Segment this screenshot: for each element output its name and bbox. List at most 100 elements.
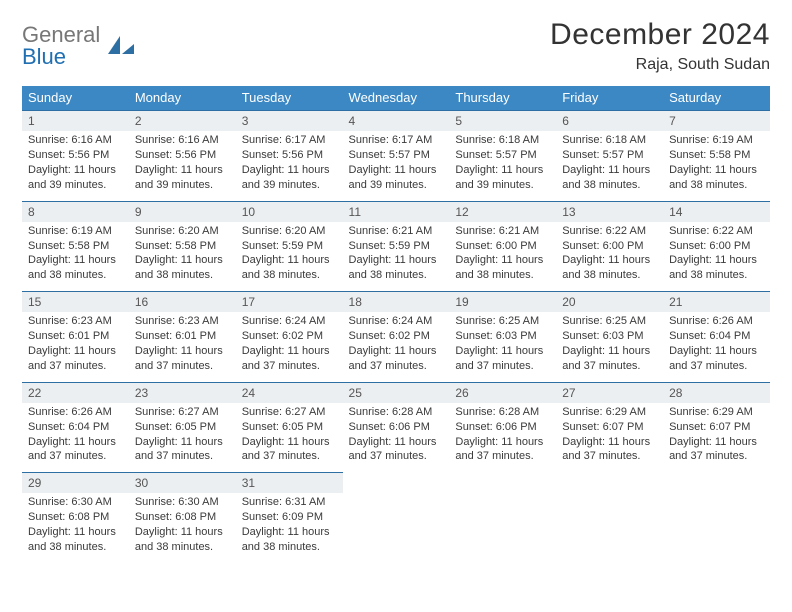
sunrise-line: Sunrise: 6:29 AM	[669, 405, 764, 420]
daylight-line1: Daylight: 11 hours	[135, 435, 230, 450]
day-number-cell: 16	[129, 291, 236, 312]
empty-cell	[343, 493, 450, 562]
day-number-cell: 12	[449, 201, 556, 222]
day-number: 25	[343, 382, 450, 403]
day-number: 28	[663, 382, 770, 403]
daylight-line2: and 38 minutes.	[242, 268, 337, 283]
day-number-cell: 17	[236, 291, 343, 312]
empty-cell	[663, 472, 770, 493]
day-number: 18	[343, 291, 450, 312]
detail-row: Sunrise: 6:26 AMSunset: 6:04 PMDaylight:…	[22, 403, 770, 472]
day-detail-cell: Sunrise: 6:23 AMSunset: 6:01 PMDaylight:…	[129, 312, 236, 381]
day-number: 17	[236, 291, 343, 312]
daylight-line2: and 39 minutes.	[455, 178, 550, 193]
sunset-line: Sunset: 5:57 PM	[455, 148, 550, 163]
daylight-line2: and 38 minutes.	[455, 268, 550, 283]
sunset-line: Sunset: 6:02 PM	[349, 329, 444, 344]
day-detail-cell: Sunrise: 6:27 AMSunset: 6:05 PMDaylight:…	[236, 403, 343, 472]
daylight-line2: and 38 minutes.	[135, 268, 230, 283]
day-number-cell: 29	[22, 472, 129, 493]
day-number: 5	[449, 110, 556, 131]
day-detail-cell: Sunrise: 6:20 AMSunset: 5:58 PMDaylight:…	[129, 222, 236, 291]
sunrise-line: Sunrise: 6:27 AM	[135, 405, 230, 420]
empty-cell	[663, 493, 770, 562]
day-header: Sunday	[22, 86, 129, 110]
day-number: 12	[449, 201, 556, 222]
sunset-line: Sunset: 6:06 PM	[455, 420, 550, 435]
day-detail-cell: Sunrise: 6:27 AMSunset: 6:05 PMDaylight:…	[129, 403, 236, 472]
day-detail-cell: Sunrise: 6:16 AMSunset: 5:56 PMDaylight:…	[129, 131, 236, 200]
sunrise-line: Sunrise: 6:23 AM	[28, 314, 123, 329]
empty-cell	[343, 472, 450, 493]
daynum-row: 293031	[22, 472, 770, 493]
day-detail-cell: Sunrise: 6:21 AMSunset: 6:00 PMDaylight:…	[449, 222, 556, 291]
daylight-line1: Daylight: 11 hours	[349, 163, 444, 178]
day-header: Wednesday	[343, 86, 450, 110]
day-detail-cell: Sunrise: 6:24 AMSunset: 6:02 PMDaylight:…	[343, 312, 450, 381]
daylight-line2: and 38 minutes.	[242, 540, 337, 555]
sunset-line: Sunset: 6:04 PM	[669, 329, 764, 344]
sunrise-line: Sunrise: 6:24 AM	[242, 314, 337, 329]
day-detail-cell: Sunrise: 6:24 AMSunset: 6:02 PMDaylight:…	[236, 312, 343, 381]
sunset-line: Sunset: 6:07 PM	[669, 420, 764, 435]
day-detail-cell: Sunrise: 6:29 AMSunset: 6:07 PMDaylight:…	[556, 403, 663, 472]
day-detail-cell: Sunrise: 6:16 AMSunset: 5:56 PMDaylight:…	[22, 131, 129, 200]
daylight-line1: Daylight: 11 hours	[242, 253, 337, 268]
day-number: 9	[129, 201, 236, 222]
sunset-line: Sunset: 6:04 PM	[28, 420, 123, 435]
sunset-line: Sunset: 6:07 PM	[562, 420, 657, 435]
daynum-row: 1234567	[22, 110, 770, 131]
sunrise-line: Sunrise: 6:25 AM	[562, 314, 657, 329]
day-number-cell: 28	[663, 382, 770, 403]
brand-logo: General Blue	[22, 24, 136, 68]
daylight-line2: and 37 minutes.	[349, 359, 444, 374]
daylight-line1: Daylight: 11 hours	[28, 253, 123, 268]
day-number-cell: 25	[343, 382, 450, 403]
day-detail-cell: Sunrise: 6:18 AMSunset: 5:57 PMDaylight:…	[556, 131, 663, 200]
sunrise-line: Sunrise: 6:30 AM	[28, 495, 123, 510]
daylight-line1: Daylight: 11 hours	[28, 163, 123, 178]
daylight-line1: Daylight: 11 hours	[28, 435, 123, 450]
calendar-body: 1234567Sunrise: 6:16 AMSunset: 5:56 PMDa…	[22, 110, 770, 563]
title-block: December 2024 Raja, South Sudan	[550, 18, 770, 74]
sunset-line: Sunset: 6:01 PM	[135, 329, 230, 344]
sunrise-line: Sunrise: 6:21 AM	[349, 224, 444, 239]
day-number-cell: 21	[663, 291, 770, 312]
day-number: 13	[556, 201, 663, 222]
sunrise-line: Sunrise: 6:16 AM	[135, 133, 230, 148]
daylight-line2: and 38 minutes.	[562, 178, 657, 193]
day-number: 7	[663, 110, 770, 131]
daylight-line2: and 37 minutes.	[135, 449, 230, 464]
day-number-cell: 9	[129, 201, 236, 222]
daylight-line1: Daylight: 11 hours	[455, 435, 550, 450]
daylight-line2: and 37 minutes.	[455, 359, 550, 374]
sunset-line: Sunset: 6:05 PM	[135, 420, 230, 435]
daylight-line2: and 38 minutes.	[28, 268, 123, 283]
day-detail-cell: Sunrise: 6:21 AMSunset: 5:59 PMDaylight:…	[343, 222, 450, 291]
day-number: 26	[449, 382, 556, 403]
sunset-line: Sunset: 6:00 PM	[669, 239, 764, 254]
day-number-cell: 7	[663, 110, 770, 131]
day-number: 20	[556, 291, 663, 312]
day-number: 3	[236, 110, 343, 131]
day-detail-cell: Sunrise: 6:18 AMSunset: 5:57 PMDaylight:…	[449, 131, 556, 200]
sunset-line: Sunset: 6:03 PM	[455, 329, 550, 344]
day-number: 29	[22, 472, 129, 493]
day-number-cell: 22	[22, 382, 129, 403]
sunrise-line: Sunrise: 6:20 AM	[135, 224, 230, 239]
day-number: 8	[22, 201, 129, 222]
daylight-line1: Daylight: 11 hours	[135, 525, 230, 540]
day-detail-cell: Sunrise: 6:22 AMSunset: 6:00 PMDaylight:…	[556, 222, 663, 291]
day-detail-cell: Sunrise: 6:25 AMSunset: 6:03 PMDaylight:…	[556, 312, 663, 381]
daylight-line2: and 37 minutes.	[669, 359, 764, 374]
daylight-line2: and 37 minutes.	[562, 449, 657, 464]
day-number: 21	[663, 291, 770, 312]
daylight-line1: Daylight: 11 hours	[242, 525, 337, 540]
daylight-line1: Daylight: 11 hours	[562, 435, 657, 450]
day-number-cell: 14	[663, 201, 770, 222]
daylight-line1: Daylight: 11 hours	[455, 163, 550, 178]
sunset-line: Sunset: 6:06 PM	[349, 420, 444, 435]
day-number: 27	[556, 382, 663, 403]
sunset-line: Sunset: 6:00 PM	[562, 239, 657, 254]
sunset-line: Sunset: 6:08 PM	[28, 510, 123, 525]
